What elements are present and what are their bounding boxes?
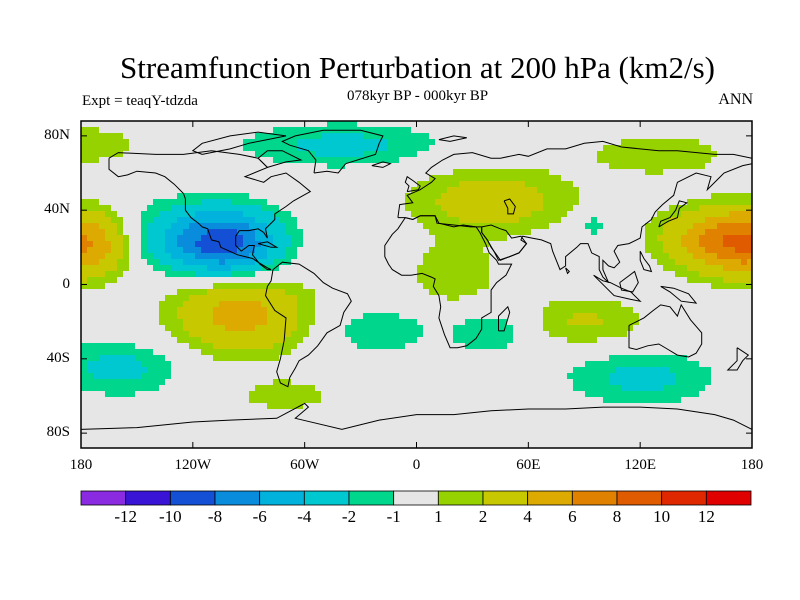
- colorbar-swatch: [661, 490, 707, 506]
- lat-label: 40N: [44, 201, 70, 218]
- map-subtitle: 078kyr BP - 000kyr BP: [346, 88, 489, 104]
- colorbar-label: -8: [207, 507, 223, 526]
- africa-coast: [384, 215, 513, 349]
- new-zealand-coast: [726, 347, 750, 371]
- baffin-island-coast: [257, 150, 303, 168]
- colorbar-label: -6: [252, 507, 267, 526]
- colorbar-swatch: [571, 490, 618, 506]
- lon-label: 180: [740, 457, 764, 473]
- cuba-coast: [257, 241, 279, 248]
- colorbar-label: 4: [523, 507, 532, 526]
- greenland-coast: [281, 129, 384, 174]
- colorbar: [80, 490, 752, 506]
- streamfunction-field: [81, 121, 752, 448]
- colorbar-label: 2: [478, 507, 488, 526]
- colorbar-swatch: [482, 490, 529, 506]
- colorbar-label: -10: [158, 507, 182, 526]
- colorbar-swatch: [393, 490, 439, 506]
- colorbar-swatch: [259, 490, 305, 506]
- colorbar-label: 10: [653, 507, 671, 526]
- lon-label: 60W: [290, 457, 320, 473]
- lat-label: 40S: [46, 349, 70, 366]
- colorbar-swatch: [214, 490, 261, 506]
- colorbar-label: -1: [386, 507, 401, 526]
- sri-lanka-coast: [565, 267, 570, 275]
- season-label: ANN: [718, 91, 753, 108]
- colorbar-label: -4: [297, 507, 312, 526]
- madagascar-coast: [498, 305, 511, 332]
- axis-ticks: [80, 121, 753, 448]
- canadian-arctic-coast: [191, 131, 287, 155]
- philippines-coast: [639, 250, 653, 273]
- colorbar-swatch: [616, 490, 663, 506]
- experiment-label: Expt = teaqY-tdzda: [82, 93, 198, 109]
- colorbar-swatch: [437, 490, 484, 506]
- colorbar-label: 12: [697, 507, 715, 526]
- lat-label: 0: [62, 275, 71, 292]
- colorbar-swatch: [169, 490, 216, 506]
- british-isles-coast: [404, 175, 421, 193]
- colorbar-label: -12: [114, 507, 137, 526]
- map-title: Streamfunction Perturbation at 200 hPa (…: [120, 50, 715, 85]
- coastlines: [81, 129, 752, 430]
- colorbar-swatch: [303, 490, 350, 506]
- lon-label: 0: [412, 457, 421, 473]
- colorbar-swatch: [80, 490, 127, 506]
- borneo-coast: [619, 270, 639, 293]
- svalbard-coast: [438, 135, 467, 142]
- north-america-coast: [108, 150, 312, 271]
- lon-label: 180: [69, 457, 93, 473]
- iceland-coast: [371, 161, 392, 168]
- colorbar-label: 6: [568, 507, 577, 526]
- new-guinea-coast: [660, 285, 698, 304]
- lon-label: 120E: [624, 457, 656, 473]
- south-america-coast: [264, 261, 352, 388]
- caspian-sea-coast: [503, 198, 516, 215]
- colorbar-swatch: [527, 490, 573, 506]
- lat-label: 80S: [46, 424, 70, 441]
- japan-coast: [658, 200, 688, 228]
- lon-label: 60E: [516, 457, 541, 473]
- lon-label: 120W: [174, 457, 212, 473]
- australia-coast: [628, 303, 703, 358]
- colorbar-swatch: [125, 490, 171, 506]
- antarctica-coast: [81, 402, 752, 430]
- colorbar-label: -2: [341, 507, 357, 526]
- lat-label: 80N: [44, 126, 70, 143]
- arabia-coast: [481, 224, 528, 261]
- colorbar-label: 1: [434, 507, 443, 526]
- colorbar-swatch: [348, 490, 395, 506]
- colorbar-swatch: [705, 490, 752, 506]
- colorbar-label: 8: [612, 507, 622, 526]
